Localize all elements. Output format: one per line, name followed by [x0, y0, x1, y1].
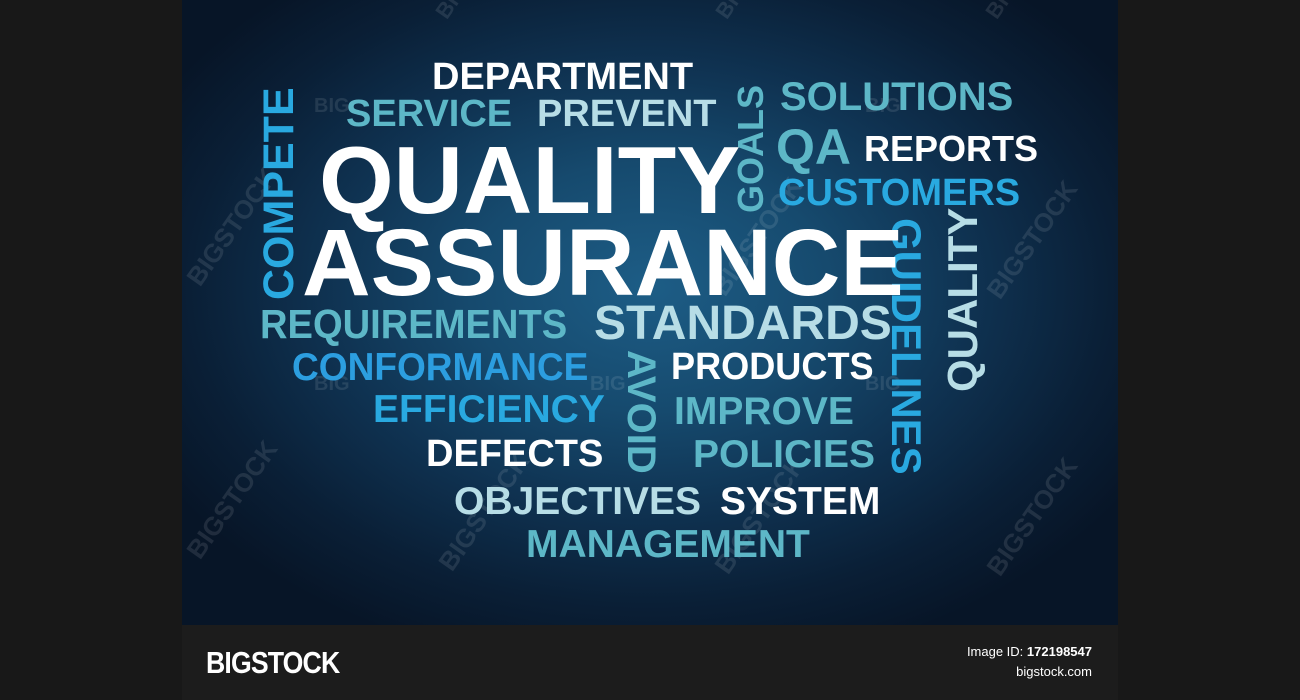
word-assurance: ASSURANCE — [302, 210, 904, 316]
word-policies: POLICIES — [693, 433, 876, 476]
watermark: BIG — [590, 373, 626, 395]
watermark: BIG — [314, 373, 350, 395]
word-qa: QA — [776, 119, 851, 175]
word-products: PRODUCTS — [671, 346, 874, 388]
word-management: MANAGEMENT — [526, 523, 810, 566]
word-efficiency: EFFICIENCY — [373, 388, 605, 431]
watermark: BIGSTOCK — [182, 434, 284, 565]
word-avoid: AVOID — [619, 350, 663, 474]
word-quality: QUALITY — [319, 127, 741, 234]
word-quality-vertical: QUALITY — [939, 207, 986, 392]
word-system: SYSTEM — [720, 480, 881, 523]
watermark: BIGSTOCK — [710, 0, 797, 23]
image-id-label: Image ID: — [966, 644, 1024, 659]
word-prevent: PREVENT — [537, 93, 717, 135]
word-requirements: REQUIREMENTS — [260, 301, 568, 347]
watermark: BIGSTOCK — [980, 0, 1067, 23]
word-standards: STANDARDS — [594, 297, 892, 350]
site-link[interactable]: bigstock.com — [1016, 664, 1092, 679]
watermark: BIGSTOCK — [980, 451, 1084, 582]
word-customers: CUSTOMERS — [778, 172, 1021, 214]
word-reports: REPORTS — [864, 128, 1039, 169]
image-id: Image ID: 172198547 — [967, 644, 1092, 659]
word-compete: COMPETE — [255, 87, 303, 300]
watermark: BIGSTOCK — [430, 0, 517, 23]
word-cloud-image: BIGSTOCK BIGSTOCK BIGSTOCK BIGSTOCK BIGS… — [182, 0, 1118, 625]
word-objectives: OBJECTIVES — [454, 480, 702, 523]
bigstock-logo[interactable]: BIGSTOCK — [206, 645, 340, 680]
word-service: SERVICE — [346, 93, 513, 135]
watermark: BIG — [865, 373, 901, 395]
word-improve: IMPROVE — [674, 390, 854, 433]
word-defects: DEFECTS — [426, 433, 604, 475]
image-id-value: 172198547 — [1026, 644, 1092, 659]
word-conformance: CONFORMANCE — [292, 346, 589, 389]
watermark: BIG — [865, 95, 901, 117]
footer-bar: BIGSTOCK Image ID: 172198547 bigstock.co… — [182, 625, 1118, 700]
word-department: DEPARTMENT — [432, 56, 694, 98]
word-solutions: SOLUTIONS — [780, 75, 1014, 119]
watermark: BIG — [314, 95, 350, 117]
